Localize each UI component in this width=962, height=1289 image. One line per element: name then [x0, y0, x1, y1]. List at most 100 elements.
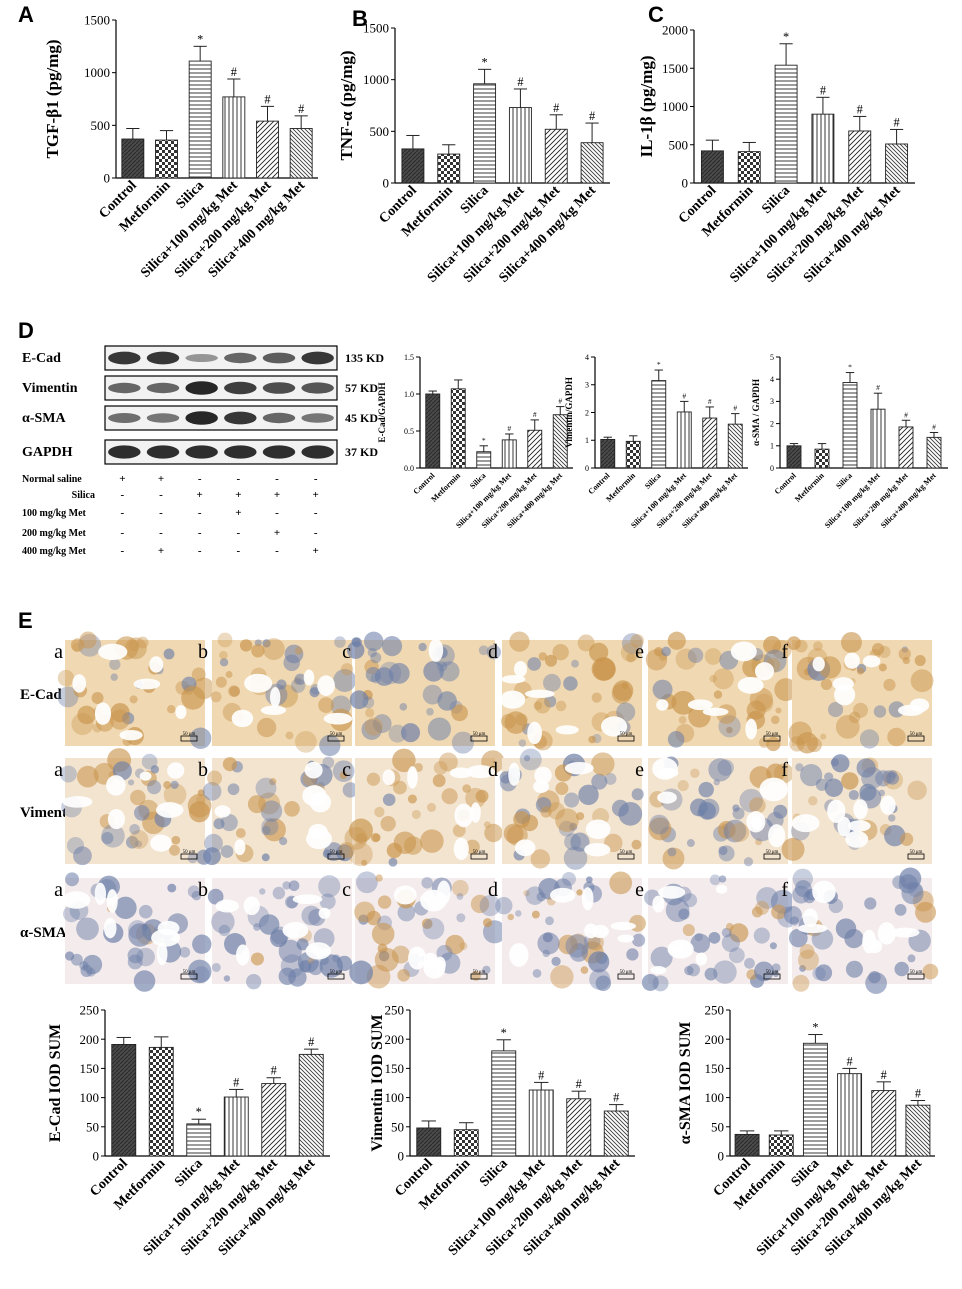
scale-bar — [763, 973, 781, 980]
ihc-sub-label: e — [635, 879, 644, 901]
scale-bar-label: 50 μm — [473, 970, 486, 975]
bar — [737, 151, 761, 184]
x-category-label: Silica — [759, 183, 793, 217]
ihc-cell — [612, 680, 634, 702]
ihc-cell — [294, 646, 303, 655]
bar — [814, 448, 830, 469]
y-tick-label: 1500 — [363, 21, 389, 36]
ihc-cell — [127, 954, 143, 970]
ihc-cell — [192, 934, 212, 954]
scale-bar — [327, 973, 345, 980]
ihc-cell — [397, 903, 416, 922]
ihc-alveolus — [428, 638, 444, 662]
ihc-cell — [478, 645, 489, 656]
x-category-label: Control — [773, 471, 799, 497]
ihc-cell — [718, 875, 727, 883]
ihc-cell — [261, 825, 271, 836]
x-category-label: Silica+400 mg/kg Met — [879, 471, 938, 530]
y-tick-label: 50 — [711, 1119, 724, 1134]
ihc-cell — [189, 727, 212, 749]
ihc-cell — [781, 837, 805, 861]
significance-mark: # — [820, 83, 826, 97]
y-tick-label: 250 — [385, 1003, 405, 1018]
ihc-alveolus — [454, 803, 474, 828]
ihc-cell — [787, 636, 801, 651]
significance-mark: # — [576, 1077, 582, 1091]
ihc-cell — [871, 642, 885, 656]
ihc-cell — [696, 809, 705, 817]
ihc-cell — [824, 772, 834, 782]
ihc-cell — [763, 635, 782, 655]
ihc-cell — [914, 655, 926, 667]
ihc-cell — [686, 839, 695, 848]
ihc-cell — [362, 696, 375, 709]
blot-band — [185, 381, 218, 395]
ihc-cell — [577, 634, 595, 652]
ihc-cell — [475, 789, 489, 803]
bar — [453, 1129, 479, 1157]
ihc-alveolus — [617, 934, 635, 943]
blot-size-label: 37 KD — [345, 445, 378, 459]
bar — [702, 417, 718, 469]
ihc-cell — [894, 903, 907, 916]
blot-band — [146, 445, 180, 459]
ihc-cell — [704, 648, 722, 665]
treatment-mark: - — [314, 527, 318, 539]
ihc-cell — [755, 838, 763, 846]
ihc-cell — [76, 917, 99, 941]
ihc-cell — [256, 717, 277, 738]
ihc-alveolus — [501, 675, 526, 684]
ihc-alveolus — [745, 718, 758, 740]
ihc-cell — [218, 924, 231, 937]
blot-size-label: 135 KD — [345, 351, 384, 365]
ihc-cell — [308, 960, 323, 976]
y-tick-label: 1.0 — [404, 390, 414, 399]
chart-ecad-gapdh: 0.00.51.01.5E-Cad/GAPDHControlMetformin*… — [377, 353, 573, 530]
treatment-mark: + — [158, 473, 164, 485]
ihc-cell — [285, 731, 294, 740]
ihc-cell — [558, 934, 578, 955]
blot-band — [146, 413, 180, 423]
ihc-cell — [853, 702, 869, 718]
ihc-cell — [163, 781, 172, 789]
ihc-cell — [754, 693, 774, 713]
treatment-label: Silica — [72, 490, 95, 501]
ihc-cell — [334, 636, 346, 648]
scale-bar-label: 50 μm — [910, 732, 923, 737]
treatment-mark: - — [236, 527, 240, 539]
ihc-alveolus — [853, 799, 868, 820]
ihc-cell — [381, 636, 403, 657]
ihc-alveolus — [909, 698, 930, 713]
bar — [289, 128, 313, 179]
ihc-cell — [864, 897, 877, 910]
ihc-alveolus — [847, 820, 871, 832]
blot-band — [108, 445, 141, 459]
ihc-cell — [698, 781, 714, 798]
significance-mark: # — [857, 102, 863, 116]
ihc-alveolus — [656, 699, 669, 711]
treatment-mark: - — [198, 473, 202, 485]
ihc-cell — [364, 631, 384, 652]
ihc-cell — [260, 800, 283, 822]
ihc-cell — [470, 894, 490, 914]
scale-bar — [617, 973, 635, 980]
ihc-cell — [57, 686, 79, 708]
significance-mark: # — [733, 404, 737, 413]
ihc-cell — [507, 913, 515, 921]
ihc-row-label: E-Cad — [20, 687, 62, 703]
ihc-alveolus — [323, 712, 353, 725]
ihc-cell — [678, 716, 687, 724]
scale-bar-label: 50 μm — [183, 732, 196, 737]
ihc-cell — [591, 657, 616, 681]
ihc-cell — [835, 714, 860, 739]
bar — [298, 1053, 324, 1157]
ihc-alveolus — [832, 677, 854, 691]
ihc-alveolus — [149, 656, 164, 673]
ihc-cell — [73, 846, 92, 866]
ihc-cell — [713, 960, 737, 984]
significance-mark: # — [298, 102, 304, 116]
bar — [476, 451, 492, 469]
ihc-cell — [288, 880, 300, 892]
y-tick-label: 1000 — [363, 72, 389, 87]
